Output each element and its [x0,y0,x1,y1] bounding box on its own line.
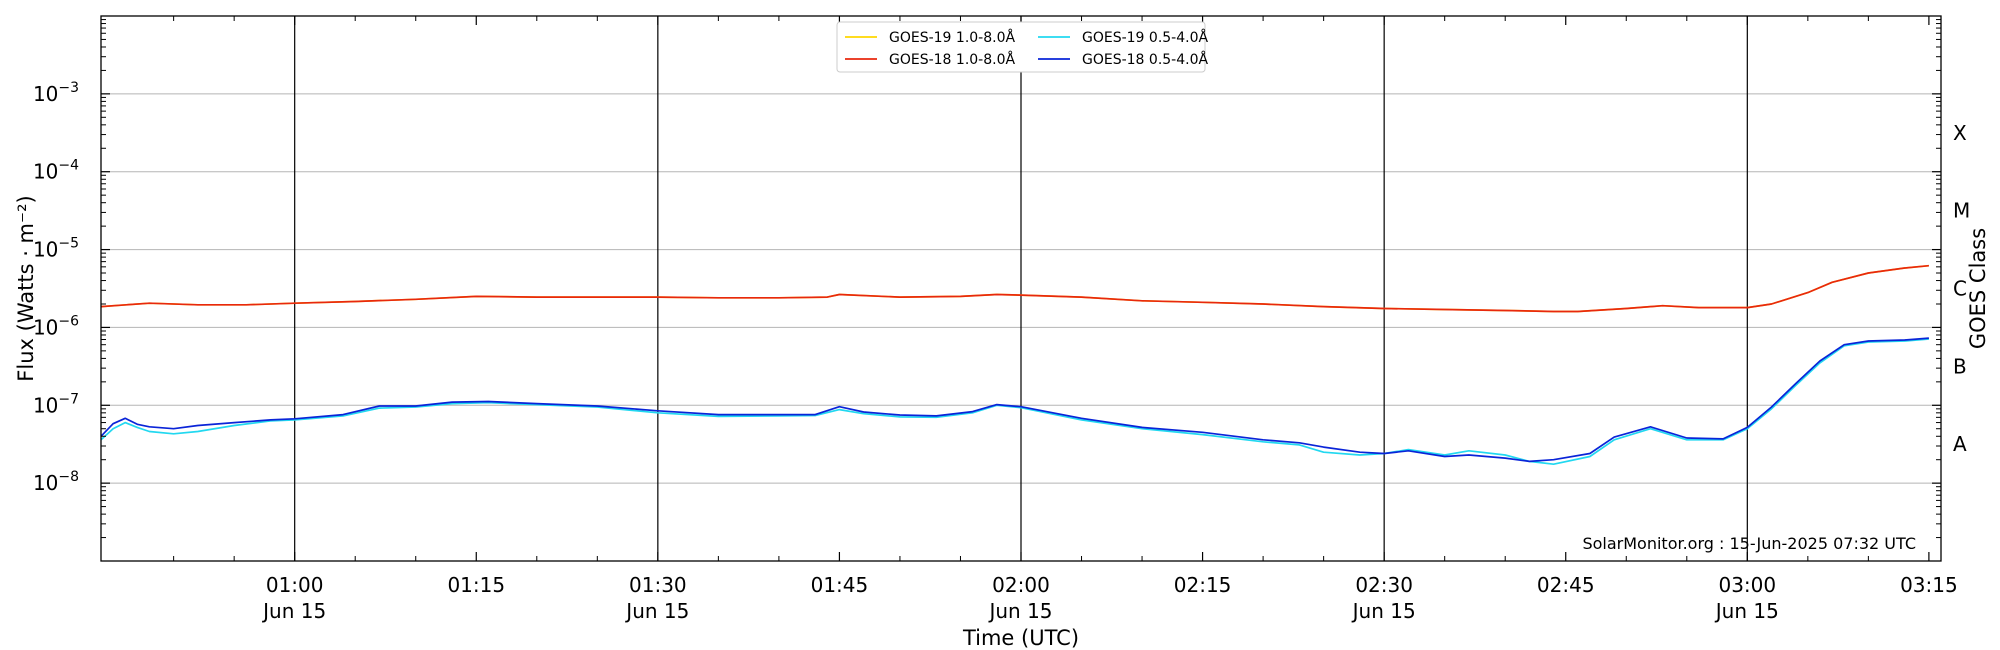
x-tick-label: 02:30 [1355,573,1413,597]
goes-class-label: M [1953,199,1970,223]
y-tick-label: 10−7 [33,391,79,417]
goes-class-label: B [1953,354,1967,378]
y-tick-exponent: −8 [58,469,79,485]
goes-class-label: X [1953,121,1967,145]
credit-text: SolarMonitor.org : 15-Jun-2025 07:32 UTC [1582,534,1916,553]
y-tick-base: 10 [33,315,58,339]
legend-label: GOES-19 1.0-8.0Å [889,29,1015,46]
goes-class-label: C [1953,277,1967,301]
y-tick-label: 10−6 [33,313,79,339]
x-axis-title: Time (UTC) [962,626,1079,650]
x-tick-label: 02:00 [992,573,1050,597]
x-tick-label: 03:00 [1718,573,1776,597]
legend-label: GOES-19 0.5-4.0Å [1082,29,1208,46]
y-tick-base: 10 [33,160,58,184]
y-tick-exponent: −4 [58,158,79,174]
x-tick-date-label: Jun 15 [624,599,689,623]
x-tick-date-label: Jun 15 [1351,599,1416,623]
series-line [100,264,1929,313]
y-axis-ticks: 10−810−710−610−510−410−3 [33,19,1941,539]
goes-class-labels: A B C M X [1953,121,1970,456]
y-tick-exponent: −7 [58,391,79,407]
x-tick-label: 01:30 [629,573,687,597]
x-tick-label: 01:15 [447,573,505,597]
y-tick-exponent: −6 [58,313,79,329]
x-tick-label: 02:45 [1537,573,1595,597]
series-line [100,338,1929,466]
series-line [100,264,1929,313]
y-tick-base: 10 [33,238,58,262]
legend: GOES-19 1.0-8.0Å GOES-19 0.5-4.0Å GOES-18 … [836,21,1208,73]
y-tick-exponent: −5 [58,236,79,252]
y-tick-label: 10−5 [33,236,79,262]
x-tick-label: 01:00 [266,573,324,597]
x-tick-label: 01:45 [811,573,869,597]
legend-label: GOES-18 1.0-8.0Å [889,51,1015,68]
y-tick-base: 10 [33,471,58,495]
series-lines [100,264,1929,466]
x-tick-label: 02:15 [1174,573,1232,597]
y-tick-base: 10 [33,393,58,417]
x-tick-label: 03:15 [1900,573,1958,597]
y-tick-label: 10−8 [33,469,79,495]
y-axis-title: Flux (Watts · m⁻²) [14,195,38,381]
x-tick-date-label: Jun 15 [1714,599,1779,623]
x-tick-date-label: Jun 15 [987,599,1052,623]
y-tick-label: 10−4 [33,158,79,184]
goes-class-axis-title: GOES Class [1966,228,1990,349]
x-tick-date-label: Jun 15 [261,599,326,623]
y-tick-exponent: −3 [58,80,79,96]
legend-box [836,21,1206,73]
day-marker-lines [294,16,1748,561]
series-line [100,337,1929,463]
y-tick-base: 10 [33,82,58,106]
y-tick-label: 10−3 [33,80,79,106]
goes-class-label: A [1953,432,1967,456]
legend-label: GOES-18 0.5-4.0Å [1082,51,1208,68]
